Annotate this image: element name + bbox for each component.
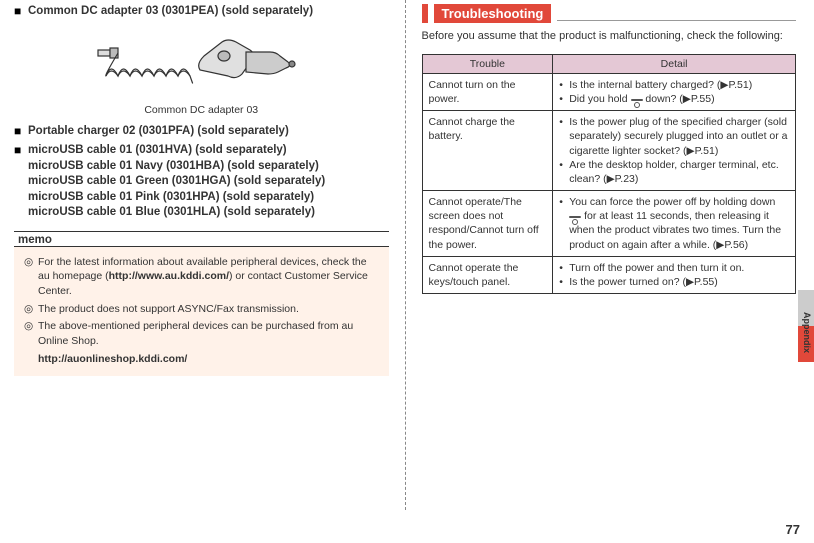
- power-key-icon: [631, 99, 643, 101]
- dot-bullet-icon: •: [559, 275, 569, 289]
- trouble-cell: Cannot charge the battery.: [422, 111, 553, 191]
- trouble-cell: Cannot operate the keys/touch panel.: [422, 256, 553, 293]
- column-divider: [405, 0, 406, 510]
- memo-text: For the latest information about availab…: [38, 255, 379, 299]
- detail-text: Is the power plug of the specified charg…: [569, 115, 789, 158]
- product-item: ■ Common DC adapter 03 (0301PEA) (sold s…: [14, 4, 389, 20]
- dot-bullet-icon: •: [559, 261, 569, 275]
- product-item: ■ Portable charger 02 (0301PFA) (sold se…: [14, 124, 389, 140]
- section-intro: Before you assume that the product is ma…: [422, 29, 797, 44]
- dot-bullet-icon: •: [559, 92, 569, 106]
- trouble-cell: Cannot operate/The screen does not respo…: [422, 191, 553, 257]
- detail-text: Did you hold down? (▶P.55): [569, 92, 714, 106]
- memo-heading: memo: [16, 232, 56, 247]
- dc-adapter-icon: [96, 26, 306, 98]
- troubleshooting-table: Trouble Detail Cannot turn on the power.…: [422, 54, 797, 294]
- detail-item: •Are the desktop holder, charger termina…: [559, 158, 789, 186]
- memo-bullet-icon: ◎: [24, 319, 38, 348]
- detail-cell: •Turn off the power and then turn it on.…: [553, 256, 796, 293]
- table-row: Cannot operate the keys/touch panel.•Tur…: [422, 256, 796, 293]
- square-bullet-icon: ■: [14, 143, 28, 221]
- dot-bullet-icon: •: [559, 115, 569, 158]
- memo-box: ◎For the latest information about availa…: [14, 247, 389, 377]
- trouble-cell: Cannot turn on the power.: [422, 73, 553, 110]
- table-body: Cannot turn on the power.•Is the interna…: [422, 73, 796, 293]
- memo-link: http://auonlineshop.kddi.com/: [24, 352, 379, 367]
- adapter-figure: Common DC adapter 03: [14, 26, 389, 116]
- detail-item: •Turn off the power and then turn it on.: [559, 261, 789, 275]
- product-item: ■ microUSB cable 01 (0301HVA) (sold sepa…: [14, 143, 389, 221]
- detail-item: •You can force the power off by holding …: [559, 195, 789, 252]
- section-rule: [557, 4, 796, 21]
- square-bullet-icon: ■: [14, 124, 28, 140]
- memo-bullet-icon: ◎: [24, 302, 38, 317]
- memo-text: The above-mentioned peripheral devices c…: [38, 319, 379, 348]
- divider-line: [14, 231, 389, 232]
- detail-text: You can force the power off by holding d…: [569, 195, 789, 252]
- detail-text: Is the internal battery charged? (▶P.51): [569, 78, 752, 92]
- detail-text: Turn off the power and then turn it on.: [569, 261, 744, 275]
- product-label: microUSB cable 01 (0301HVA) (sold separa…: [28, 143, 325, 221]
- page-number: 77: [786, 522, 800, 537]
- memo-item: ◎The above-mentioned peripheral devices …: [24, 319, 379, 348]
- power-key-icon: [569, 216, 581, 218]
- section-header: Troubleshooting: [422, 4, 797, 23]
- detail-item: •Is the internal battery charged? (▶P.51…: [559, 78, 789, 92]
- table-header-row: Trouble Detail: [422, 54, 796, 73]
- col-header-trouble: Trouble: [422, 54, 553, 73]
- detail-text: Are the desktop holder, charger terminal…: [569, 158, 789, 186]
- table-row: Cannot operate/The screen does not respo…: [422, 191, 796, 257]
- dot-bullet-icon: •: [559, 158, 569, 186]
- product-label: Portable charger 02 (0301PFA) (sold sepa…: [28, 124, 289, 140]
- figure-caption: Common DC adapter 03: [144, 104, 258, 116]
- detail-item: •Is the power turned on? (▶P.55): [559, 275, 789, 289]
- table-row: Cannot charge the battery.•Is the power …: [422, 111, 796, 191]
- right-column: Troubleshooting Before you assume that t…: [416, 0, 814, 543]
- square-bullet-icon: ■: [14, 4, 28, 20]
- side-label: Appendix: [802, 312, 812, 353]
- table-row: Cannot turn on the power. •Is the interna…: [422, 73, 796, 110]
- col-header-detail: Detail: [553, 54, 796, 73]
- memo-text: The product does not support ASYNC/Fax t…: [38, 302, 299, 317]
- section-title: Troubleshooting: [434, 4, 552, 23]
- detail-cell: •You can force the power off by holding …: [553, 191, 796, 257]
- detail-cell: •Is the power plug of the specified char…: [553, 111, 796, 191]
- product-label: Common DC adapter 03 (0301PEA) (sold sep…: [28, 4, 313, 20]
- memo-item: ◎The product does not support ASYNC/Fax …: [24, 302, 379, 317]
- left-column: ■ Common DC adapter 03 (0301PEA) (sold s…: [0, 0, 395, 543]
- memo-bullet-icon: ◎: [24, 255, 38, 299]
- page-columns: ■ Common DC adapter 03 (0301PEA) (sold s…: [0, 0, 814, 543]
- detail-item: •Did you hold down? (▶P.55): [559, 92, 789, 106]
- detail-item: •Is the power plug of the specified char…: [559, 115, 789, 158]
- accent-bar-icon: [422, 4, 428, 23]
- dot-bullet-icon: •: [559, 78, 569, 92]
- dot-bullet-icon: •: [559, 195, 569, 252]
- detail-text: Is the power turned on? (▶P.55): [569, 275, 718, 289]
- memo-item: ◎For the latest information about availa…: [24, 255, 379, 299]
- detail-cell: •Is the internal battery charged? (▶P.51…: [553, 73, 796, 110]
